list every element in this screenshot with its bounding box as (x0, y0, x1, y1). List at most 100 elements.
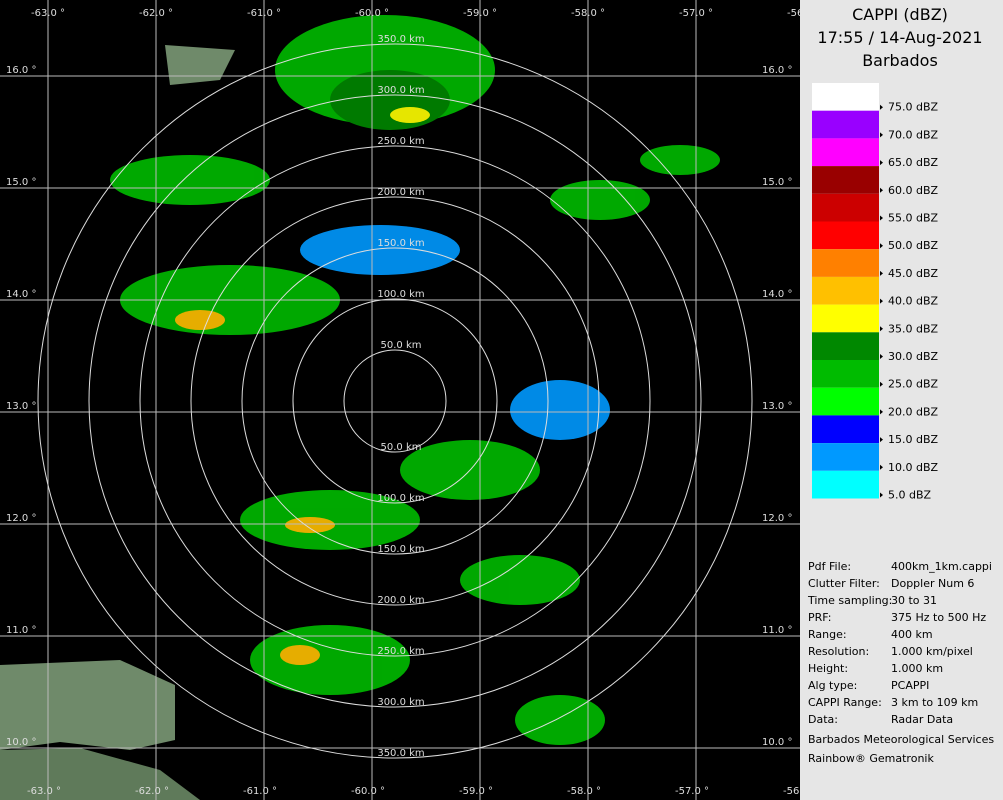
radar-map: -63.0 ° -63.0 ° -62.0 ° -62.0 ° -61.0 ° -61.0… (0, 0, 800, 800)
range-ring (292, 298, 498, 504)
range-label: 50.0 km (381, 340, 422, 351)
lat-label: 14.0 ° (6, 289, 36, 300)
range-label: 300.0 km (377, 697, 424, 708)
legend-label: 10.0 dBZ (888, 461, 939, 474)
legend-label: 50.0 dBZ (888, 239, 939, 252)
info-key: Range: (808, 628, 847, 641)
lon-label: -58.0 ° (571, 8, 605, 19)
legend-swatch (812, 415, 879, 444)
info-value: 400 km (891, 628, 933, 641)
range-label: 350.0 km (377, 34, 424, 45)
legend-label: 70.0 dBZ (888, 128, 939, 141)
lat-label: 15.0 ° (6, 177, 36, 188)
info-value: 30 to 31 (891, 594, 937, 607)
range-ring (190, 196, 600, 606)
legend-swatch (812, 83, 879, 111)
info-key: Resolution: (808, 645, 869, 658)
lat-label: 11.0 ° (6, 625, 36, 636)
lon-label: -61.0 ° (243, 786, 277, 797)
lon-label: -56.0 ° (787, 8, 800, 19)
legend-label: 25.0 dBZ (888, 378, 939, 391)
info-value: 400km_1km.cappi (891, 560, 992, 573)
info-key: Clutter Filter: (808, 577, 880, 590)
lon-label: -59.0 ° (459, 786, 493, 797)
info-value: 1.000 km/pixel (891, 645, 973, 658)
legend-label: 75.0 dBZ (888, 101, 939, 114)
legend-title: CAPPI (dBZ) (852, 5, 948, 24)
legend-tick (880, 160, 883, 166)
legend-tick (880, 492, 883, 498)
range-label: 150.0 km (377, 544, 424, 555)
info-key: Data: (808, 713, 838, 726)
lon-label: -58.0 ° (567, 786, 601, 797)
legend-tick (880, 104, 883, 110)
legend-swatch (812, 387, 879, 416)
info-key: CAPPI Range: (808, 696, 882, 709)
land (0, 660, 175, 750)
legend-swatch (812, 249, 879, 277)
legend-swatch (812, 443, 879, 471)
legend-tick (880, 215, 883, 221)
lat-label: 14.0 ° (762, 289, 792, 300)
legend-swatch (812, 166, 879, 194)
lat-label: 16.0 ° (762, 65, 792, 76)
range-label: 100.0 km (377, 493, 424, 504)
lat-label: 13.0 ° (762, 401, 792, 412)
range-label: 50.0 km (381, 442, 422, 453)
range-ring (37, 43, 753, 759)
lat-label: 10.0 ° (762, 737, 792, 748)
legend-swatch (812, 360, 879, 388)
legend-tick (880, 243, 883, 249)
range-label: 350.0 km (377, 748, 424, 759)
lon-label: -62.0 ° (135, 786, 169, 797)
range-label: 300.0 km (377, 85, 424, 96)
legend-tick (880, 437, 883, 443)
info-key: PRF: (808, 611, 831, 624)
info-value: PCAPPI (891, 679, 929, 692)
info-key: Time sampling: (807, 594, 892, 607)
info-value: 1.000 km (891, 662, 943, 675)
legend-label: 40.0 dBZ (888, 295, 939, 308)
range-label: 250.0 km (377, 136, 424, 147)
lon-label: -61.0 ° (247, 8, 281, 19)
legend-label: 15.0 dBZ (888, 433, 939, 446)
lat-label: 16.0 ° (6, 65, 36, 76)
lon-label: -57.0 ° (679, 8, 713, 19)
legend-label: 20.0 dBZ (888, 405, 939, 418)
legend-tick (880, 326, 883, 332)
legend-tick (880, 298, 883, 304)
legend-tick (880, 381, 883, 387)
legend-label: 45.0 dBZ (888, 267, 939, 280)
credit: Rainbow® Gematronik (808, 752, 934, 765)
range-label: 150.0 km (377, 238, 424, 249)
info-key: Pdf File: (808, 560, 851, 573)
legend-tick (880, 409, 883, 415)
legend-panel: CAPPI (dBZ) 17:55 / 14-Aug-2021 Barbados… (800, 0, 1003, 800)
range-label: 200.0 km (377, 187, 424, 198)
lon-label: -56.0 ° (783, 786, 800, 797)
lat-label: 11.0 ° (762, 625, 792, 636)
legend-tick (880, 354, 883, 359)
legend-label: 30.0 dBZ (888, 350, 939, 363)
lat-label: 13.0 ° (6, 401, 36, 412)
lon-label: -59.0 ° (463, 8, 497, 19)
range-ring (241, 247, 549, 555)
legend-swatch (812, 470, 879, 499)
range-label: 250.0 km (377, 646, 424, 657)
range-ring (88, 94, 702, 708)
credit: Barbados Meteorological Services (808, 733, 994, 746)
range-ring (139, 145, 651, 657)
info-key: Height: (808, 662, 848, 675)
lat-label: 10.0 ° (6, 737, 36, 748)
info-value: Radar Data (891, 713, 953, 726)
legend-swatch (812, 110, 879, 139)
lon-label: -57.0 ° (675, 786, 709, 797)
legend-tick (880, 132, 883, 138)
range-label: 100.0 km (377, 289, 424, 300)
lon-label: -60.0 ° (355, 8, 389, 19)
legend-swatch (812, 193, 879, 222)
legend-swatch (812, 304, 879, 333)
legend-label: 5.0 dBZ (888, 489, 932, 502)
legend-label: 60.0 dBZ (888, 184, 939, 197)
